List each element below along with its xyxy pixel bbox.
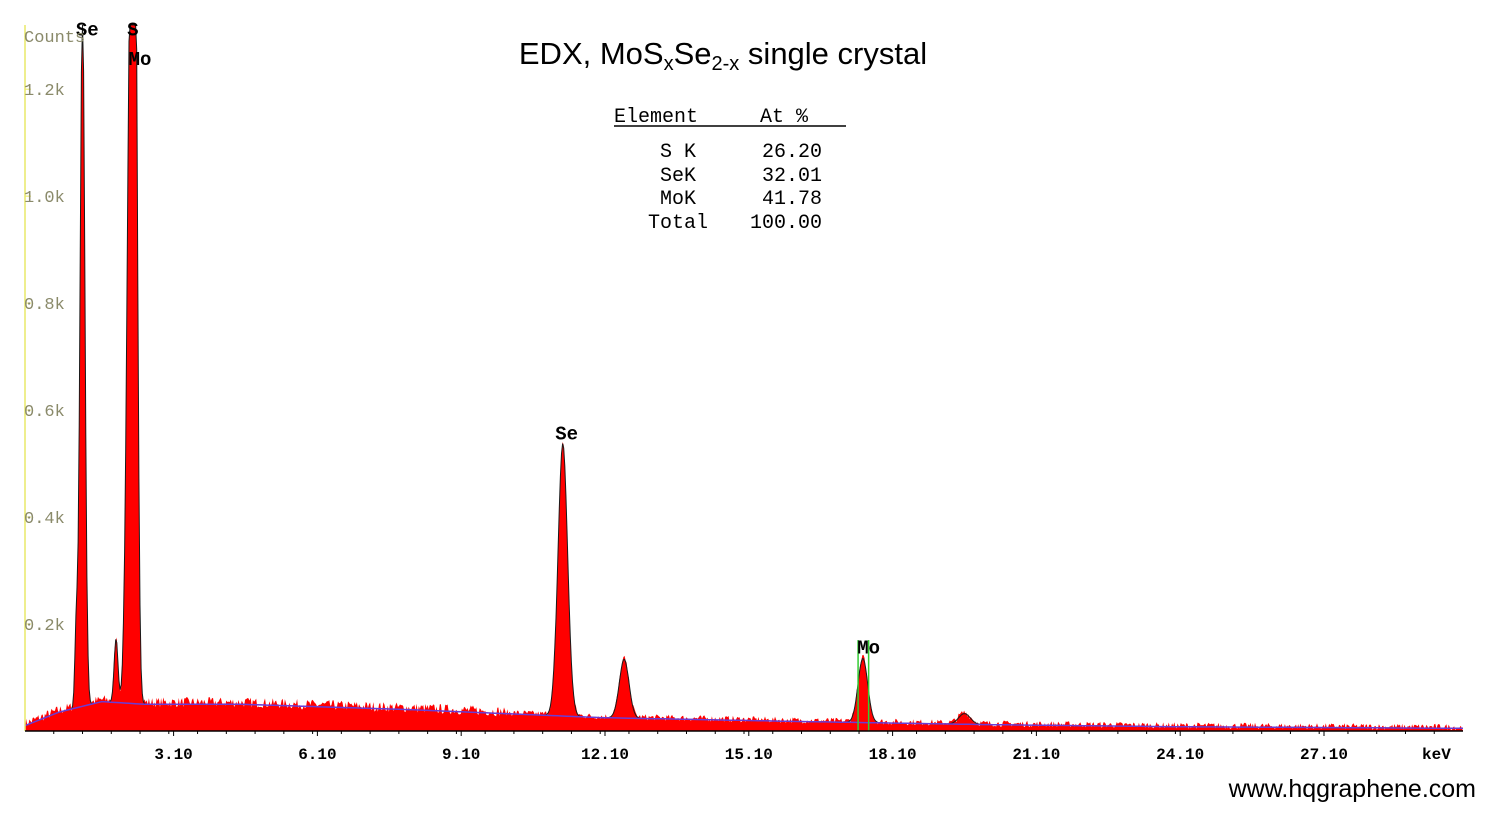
peak-label: S [127,20,138,42]
table-row-value: 100.00 [750,212,822,235]
y-tick-label: 0.2k [24,617,65,636]
table-header-at-percent: At % [760,106,809,129]
chart-title-sub-2x: 2-x [712,53,740,75]
x-tick-label: 9.10 [442,746,480,764]
x-axis-unit-label: keV [1422,746,1451,764]
composition-table: Element At % S K 26.20 SeK 32.01 MoK 41.… [614,106,846,235]
table-row-element: SeK [660,165,696,188]
y-tick-label: 0.4k [24,510,65,529]
background-fit-line [24,700,1463,730]
labels-layer: Se S Mo Se Mo [76,20,880,660]
x-tick-label: 6.10 [298,746,336,764]
table-row-value: 26.20 [762,141,822,164]
chart-title-main: EDX, MoS [519,36,664,71]
x-tick-label: 18.10 [869,746,917,764]
chart-title-se: Se [674,36,712,71]
chart-title-tail: single crystal [739,36,927,71]
table-header-element: Element [614,106,698,129]
table-row-value: 41.78 [762,188,822,211]
x-tick-label: 12.10 [581,746,629,764]
y-tick-label: 1.0k [24,189,65,208]
x-tick-label: 24.10 [1156,746,1204,764]
table-row-element: Total [648,212,708,235]
axes-layer: 0.2k 0.4k 0.6k 0.8k 1.0k 1.2k 3.10 6.10 9.10 12.1… [24,25,1463,764]
peak-label: Mo [857,637,880,659]
table-row-element: S K [660,141,696,164]
x-tick-label: 21.10 [1012,746,1060,764]
table-row-value: 32.01 [762,165,822,188]
y-tick-label: 0.8k [24,296,65,315]
chart-title: EDX, MoSxSe2-x single crystal [519,36,927,75]
x-tick-label: 3.10 [154,746,192,764]
watermark-url: www.hqgraphene.com [1228,775,1476,803]
y-tick-label: 0.6k [24,403,65,422]
spectrum-envelope-line [24,24,1463,729]
spectrum-area [25,25,1463,731]
y-axis-label: Counts [24,29,85,48]
chart-title-sub-x: x [664,53,674,75]
table-row-element: MoK [660,188,696,211]
x-tick-label: 27.10 [1300,746,1348,764]
spectrum-layer [24,24,1463,731]
y-tick-label: 1.2k [24,82,65,101]
x-tick-label: 15.10 [725,746,773,764]
peak-label: Mo [129,49,152,71]
peak-label: Se [76,20,99,42]
peak-label: Se [555,424,578,446]
